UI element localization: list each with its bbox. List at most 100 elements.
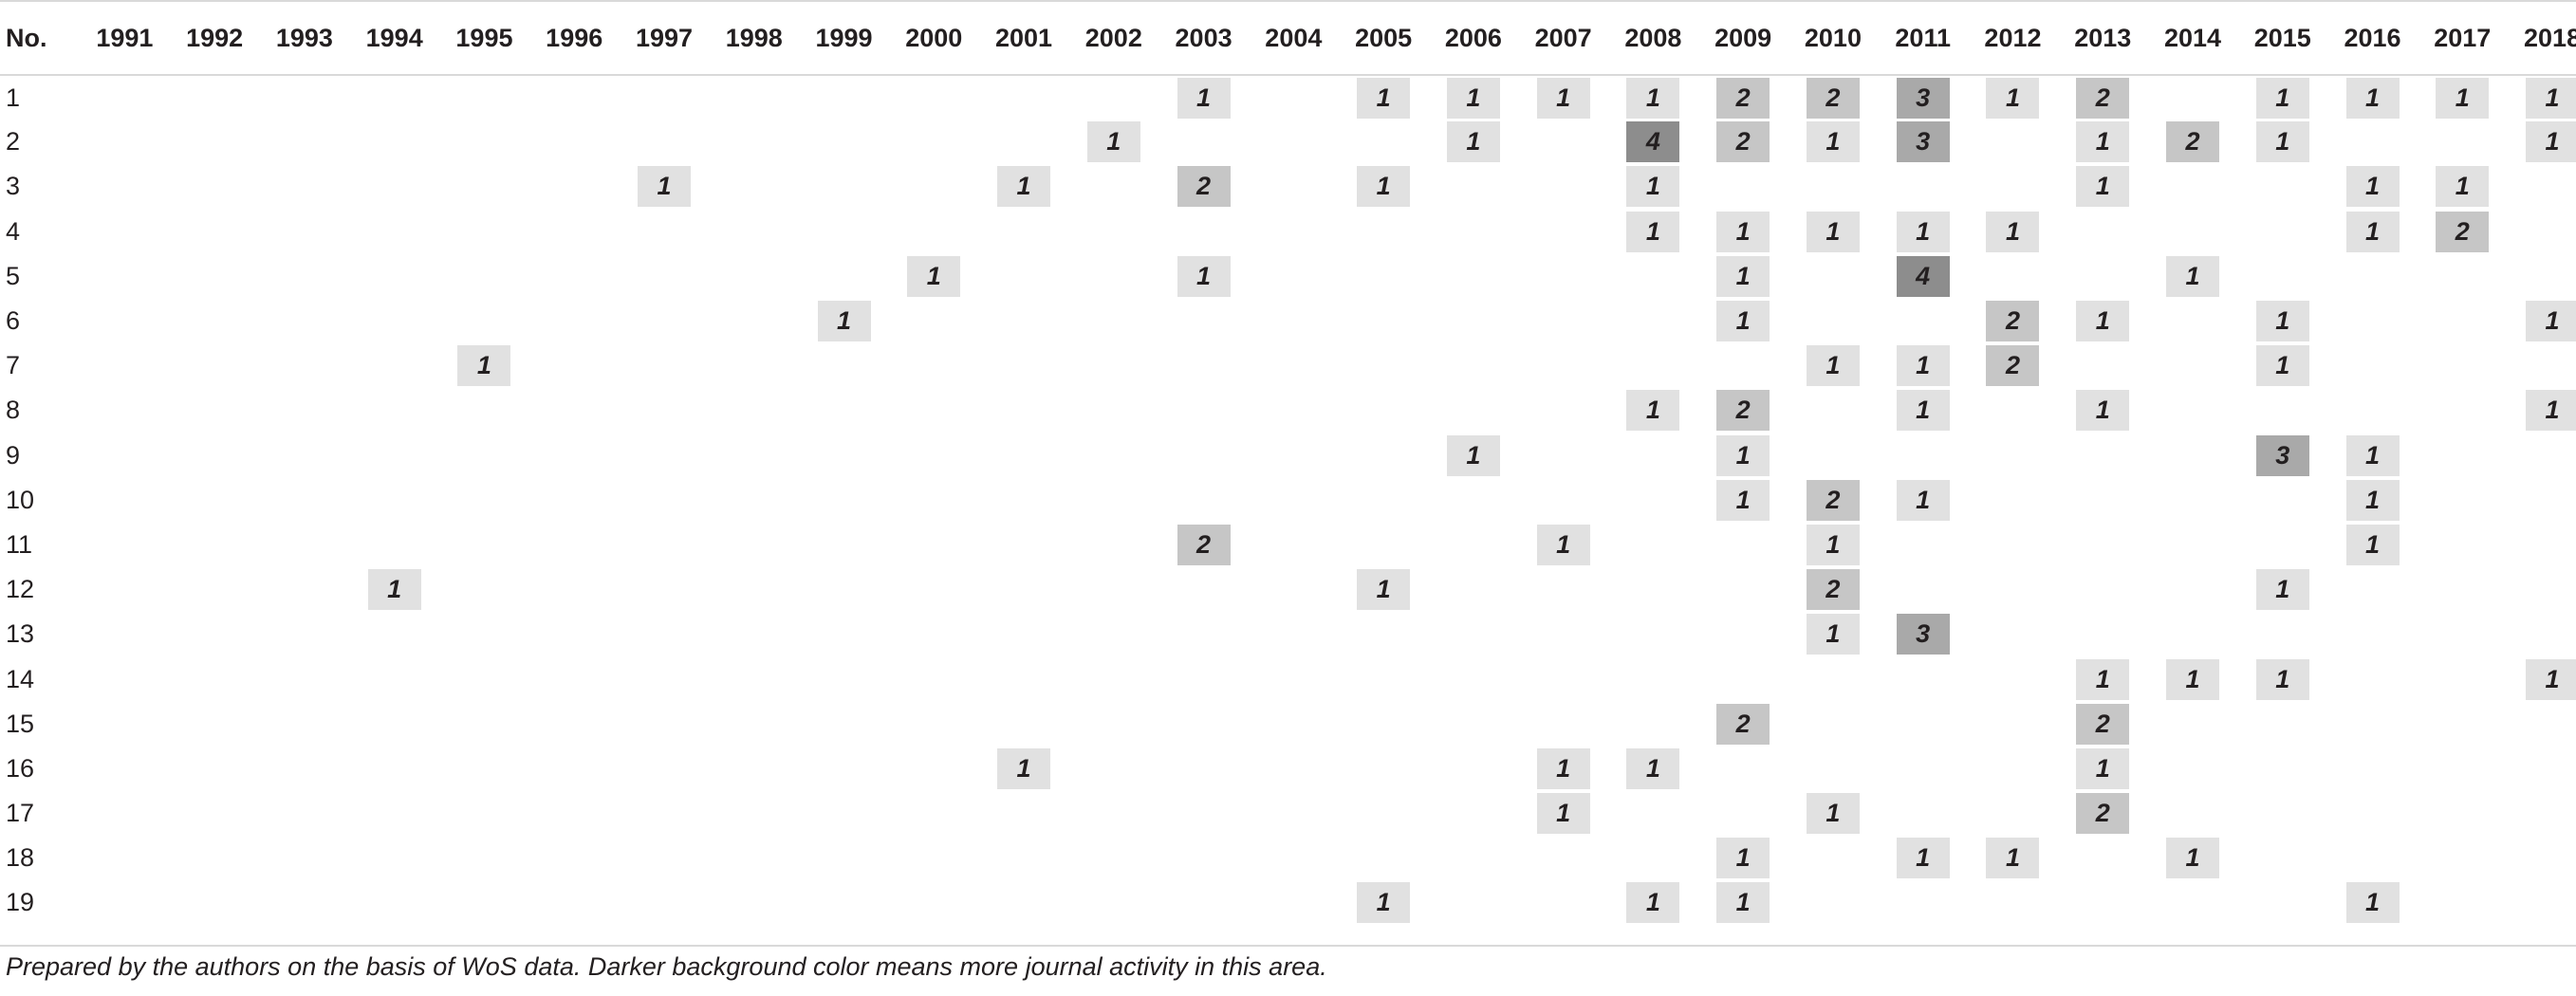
table-cell: [170, 75, 260, 120]
table-row: 14 1 1 1 1: [0, 656, 2576, 701]
row-number: 6: [6, 306, 21, 336]
table-cell: [170, 612, 260, 656]
table-cell: [979, 567, 1069, 612]
table-cell: [1518, 880, 1608, 925]
table-cell: [349, 388, 439, 433]
activity-count: 1: [1806, 345, 1860, 387]
table-cell: [620, 747, 710, 791]
table-cell: [889, 567, 979, 612]
table-cell: [2148, 791, 2238, 836]
table-cell: [1518, 836, 1608, 880]
activity-count: 1: [1536, 747, 1590, 789]
table-cell: [1339, 836, 1429, 880]
table-cell: 1: [2327, 75, 2418, 120]
table-cell: [1249, 791, 1339, 836]
table-cell: [2418, 836, 2508, 880]
table-cell: [349, 478, 439, 523]
table-cell: [170, 343, 260, 388]
table-cell: [260, 433, 350, 478]
table-cell: [2508, 433, 2576, 478]
table-cell: [1518, 120, 1608, 164]
activity-count: 1: [1986, 838, 2040, 879]
table-cell: [439, 523, 529, 567]
row-number: 11: [6, 529, 33, 559]
table-cell: [1068, 567, 1158, 612]
table-cell: [1428, 478, 1518, 523]
table-cell: [709, 612, 799, 656]
table-cell: [1249, 702, 1339, 747]
table-cell: [620, 210, 710, 254]
table-cell: 1: [2058, 299, 2148, 343]
table-cell: [620, 343, 710, 388]
activity-count: 1: [1986, 77, 2040, 119]
activity-count: 1: [1357, 569, 1411, 611]
table-cell: [1068, 880, 1158, 925]
table-cell: [349, 523, 439, 567]
table-cell: 1: [2418, 75, 2508, 120]
activity-count: 1: [2526, 658, 2576, 700]
table-cell: 1: [1878, 388, 1968, 433]
year-header-2017: 2017: [2417, 0, 2508, 76]
table-cell: [80, 791, 170, 836]
table-cell: [2418, 343, 2508, 388]
activity-count: 1: [2345, 882, 2400, 924]
table-cell: 1: [1698, 478, 1788, 523]
table-cell: [709, 254, 799, 299]
table-cell: [260, 523, 350, 567]
table-cell: [529, 433, 620, 478]
table-cell: [170, 254, 260, 299]
row-number: 9: [6, 440, 21, 470]
table-cell: [439, 836, 529, 880]
table-cell: [1428, 299, 1518, 343]
table-cell: [1158, 880, 1249, 925]
activity-count: 1: [1177, 255, 1231, 297]
table-cell: [1428, 388, 1518, 433]
table-cell: [1428, 343, 1518, 388]
table-cell: [889, 120, 979, 164]
table-cell: [889, 478, 979, 523]
table-cell: [1158, 388, 1249, 433]
table-cell: 1: [1339, 880, 1429, 925]
table-cell: [529, 702, 620, 747]
table-cell: [1158, 210, 1249, 254]
table-cell: [799, 880, 889, 925]
table-cell: [2418, 478, 2508, 523]
table-cell: [1518, 702, 1608, 747]
table-cell: 1: [1608, 880, 1698, 925]
table-cell: 1: [1339, 75, 1429, 120]
table-cell: 2: [2058, 75, 2148, 120]
table-cell: [170, 164, 260, 209]
table-cell: [2508, 210, 2576, 254]
table-cell: [260, 75, 350, 120]
table-cell: [709, 702, 799, 747]
table-cell: [1698, 747, 1788, 791]
table-cell: [620, 75, 710, 120]
table-cell: 1: [1788, 343, 1879, 388]
table-cell: [260, 299, 350, 343]
activity-count: 1: [2165, 255, 2219, 297]
activity-count: 1: [1626, 747, 1680, 789]
table-cell: [1249, 523, 1339, 567]
activity-count: 2: [2076, 703, 2130, 745]
table-cell: [529, 210, 620, 254]
table-cell: [2148, 612, 2238, 656]
table-cell: [349, 702, 439, 747]
table-cell: [979, 836, 1069, 880]
table-cell: [2058, 343, 2148, 388]
table-cell: [349, 433, 439, 478]
table-cell: [1878, 433, 1968, 478]
table-cell: [799, 702, 889, 747]
year-header-2009: 2009: [1697, 0, 1788, 76]
year-header-1996: 1996: [528, 0, 620, 76]
table-cell: 1: [2058, 164, 2148, 209]
table-cell: 2: [2148, 120, 2238, 164]
table-cell: [1518, 164, 1608, 209]
table-cell: [979, 478, 1069, 523]
table-cell: [1878, 880, 1968, 925]
table-cell: [2237, 880, 2327, 925]
table-cell: [889, 164, 979, 209]
activity-count: 3: [1896, 614, 1950, 655]
table-cell: [1968, 164, 2058, 209]
table-cell: [620, 702, 710, 747]
